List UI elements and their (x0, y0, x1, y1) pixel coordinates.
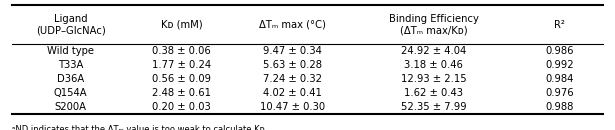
Text: ᵃND indicates that the ΔTₘ value is too weak to calculate Kᴅ.: ᵃND indicates that the ΔTₘ value is too … (12, 125, 268, 130)
Text: 0.992: 0.992 (546, 60, 574, 70)
Text: 0.56 ± 0.09: 0.56 ± 0.09 (152, 74, 211, 84)
Text: 0.984: 0.984 (546, 74, 574, 84)
Text: R²: R² (554, 20, 565, 30)
Text: 2.48 ± 0.61: 2.48 ± 0.61 (152, 88, 211, 98)
Text: 24.92 ± 4.04: 24.92 ± 4.04 (401, 46, 466, 56)
Text: D36A: D36A (57, 74, 84, 84)
Text: 7.24 ± 0.32: 7.24 ± 0.32 (263, 74, 322, 84)
Text: Wild type: Wild type (47, 46, 94, 56)
Text: 0.988: 0.988 (546, 102, 574, 112)
Text: Kᴅ (mM): Kᴅ (mM) (161, 20, 202, 30)
Text: 1.62 ± 0.43: 1.62 ± 0.43 (404, 88, 463, 98)
Text: 0.38 ± 0.06: 0.38 ± 0.06 (152, 46, 211, 56)
Text: 0.986: 0.986 (546, 46, 574, 56)
Text: Ligand
(UDP–GlcNAc): Ligand (UDP–GlcNAc) (36, 14, 106, 36)
Text: 3.18 ± 0.46: 3.18 ± 0.46 (404, 60, 463, 70)
Text: ΔTₘ max (°C): ΔTₘ max (°C) (259, 20, 325, 30)
Text: 5.63 ± 0.28: 5.63 ± 0.28 (263, 60, 322, 70)
Text: 9.47 ± 0.34: 9.47 ± 0.34 (263, 46, 322, 56)
Text: S200A: S200A (55, 102, 87, 112)
Text: 10.47 ± 0.30: 10.47 ± 0.30 (260, 102, 325, 112)
Text: T33A: T33A (58, 60, 84, 70)
Text: 12.93 ± 2.15: 12.93 ± 2.15 (401, 74, 466, 84)
Text: 4.02 ± 0.41: 4.02 ± 0.41 (263, 88, 322, 98)
Text: 0.20 ± 0.03: 0.20 ± 0.03 (152, 102, 211, 112)
Text: Q154A: Q154A (54, 88, 87, 98)
Text: Binding Efficiency
(ΔTₘ max/Kᴅ): Binding Efficiency (ΔTₘ max/Kᴅ) (389, 14, 478, 36)
Text: 0.976: 0.976 (546, 88, 574, 98)
Text: 1.77 ± 0.24: 1.77 ± 0.24 (152, 60, 211, 70)
Text: 52.35 ± 7.99: 52.35 ± 7.99 (401, 102, 466, 112)
